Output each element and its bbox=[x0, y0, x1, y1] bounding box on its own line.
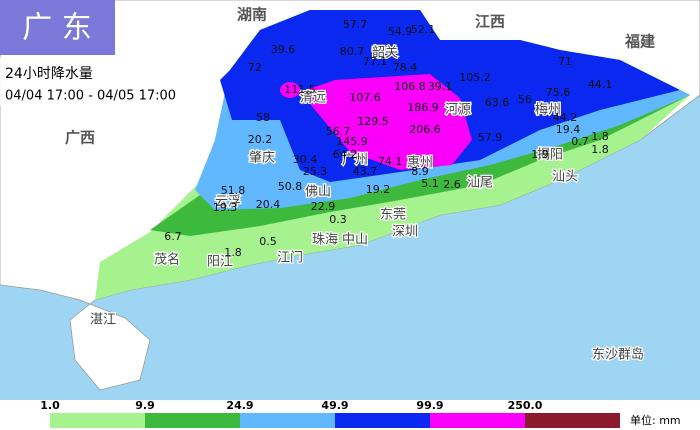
legend-unit: 单位: mm bbox=[630, 413, 681, 427]
station-value: 19.3 bbox=[213, 201, 238, 214]
station-value: 106.8 bbox=[394, 80, 426, 93]
station-value: 56.7 bbox=[326, 125, 351, 138]
subtitle: 24小时降水量 bbox=[5, 66, 93, 82]
station-value: 0.3 bbox=[329, 213, 347, 226]
station-value: 5.1 bbox=[421, 177, 439, 190]
station-value: 71 bbox=[558, 55, 572, 68]
station-value: 105.2 bbox=[459, 71, 491, 84]
station-value: 43.7 bbox=[353, 165, 378, 178]
station-value: 8.9 bbox=[411, 165, 429, 178]
station-value: 2.6 bbox=[443, 178, 461, 191]
station-value: 72 bbox=[248, 61, 262, 74]
station-value: 56 bbox=[518, 93, 532, 106]
station-value: 44.1 bbox=[588, 78, 613, 91]
city-label: 佛山 bbox=[305, 185, 331, 200]
station-value: 111.5 bbox=[284, 83, 316, 96]
station-value: 6.7 bbox=[164, 230, 182, 243]
station-value: 77.1 bbox=[363, 55, 388, 68]
city-label: 茂名 bbox=[154, 252, 180, 268]
city-label: 韶关 bbox=[372, 45, 398, 61]
province-label: 湖南 bbox=[237, 6, 267, 24]
city-label: 江门 bbox=[277, 251, 303, 266]
station-value: 57.9 bbox=[478, 131, 503, 144]
city-label: 东莞 bbox=[380, 208, 406, 223]
station-value: 25.3 bbox=[303, 165, 328, 178]
station-value: 39.1 bbox=[428, 80, 453, 93]
city-label: 汕尾 bbox=[467, 176, 493, 191]
legend-threshold: 49.9 bbox=[321, 399, 348, 412]
station-value: 75.6 bbox=[546, 86, 571, 99]
station-value: 186.9 bbox=[407, 101, 439, 114]
station-value: 19.4 bbox=[556, 123, 581, 136]
subtitle-box bbox=[0, 58, 135, 106]
city-label: 珠海 bbox=[312, 233, 338, 248]
station-value: 1.9 bbox=[531, 148, 549, 161]
station-value: 50.8 bbox=[278, 180, 303, 193]
city-label: 中山 bbox=[342, 233, 368, 248]
station-value: 22.9 bbox=[311, 200, 336, 213]
station-value: 0.7 bbox=[571, 135, 589, 148]
station-value: 74.1 bbox=[378, 155, 403, 168]
legend-threshold: 250.0 bbox=[508, 399, 543, 412]
station-value: 39.6 bbox=[271, 43, 296, 56]
station-value: 57.7 bbox=[343, 18, 368, 31]
city-label: 惠州 bbox=[407, 156, 433, 171]
station-value: 30.4 bbox=[293, 153, 318, 166]
legend-threshold: 99.9 bbox=[416, 399, 443, 412]
station-value: 1.8 bbox=[591, 130, 609, 143]
city-label: 汕头 bbox=[552, 170, 578, 185]
station-value: 54.9 bbox=[388, 25, 413, 38]
station-value: 20.4 bbox=[256, 198, 281, 211]
city-label: 广州 bbox=[342, 153, 368, 168]
city-label: 深圳 bbox=[392, 225, 418, 240]
legend-swatch bbox=[145, 413, 240, 428]
city-label: 清远 bbox=[300, 91, 326, 106]
legend-swatch bbox=[50, 413, 145, 428]
city-label: 肇庆 bbox=[249, 151, 275, 166]
legend-threshold: 9.9 bbox=[135, 399, 155, 412]
city-label: 河源 bbox=[445, 103, 471, 118]
legend-swatch bbox=[335, 413, 430, 428]
station-value: 44.2 bbox=[553, 111, 578, 124]
station-value: 20.2 bbox=[248, 133, 273, 146]
station-value: 58 bbox=[256, 111, 270, 124]
city-label: 湛江 bbox=[90, 313, 116, 328]
station-value: 107.6 bbox=[349, 91, 381, 104]
station-value: 129.5 bbox=[357, 115, 389, 128]
city-label: 梅州 bbox=[535, 103, 561, 118]
city-label: 云浮 bbox=[215, 195, 241, 210]
station-value: 78.4 bbox=[393, 61, 418, 74]
station-value: 1.8 bbox=[224, 246, 242, 259]
rain-spot bbox=[280, 82, 300, 98]
rain-band-magenta bbox=[300, 74, 472, 170]
province-label: 广西 bbox=[65, 129, 95, 147]
legend-swatch bbox=[525, 413, 620, 428]
legend-swatch bbox=[240, 413, 335, 428]
station-value: 0.5 bbox=[259, 235, 277, 248]
province-label: 福建 bbox=[624, 33, 656, 51]
title-box bbox=[0, 0, 115, 55]
legend-threshold: 24.9 bbox=[226, 399, 253, 412]
city-label: 阳江 bbox=[207, 255, 233, 270]
station-value: 80.7 bbox=[340, 45, 365, 58]
city-label: 揭阳 bbox=[537, 148, 563, 163]
legend-swatch bbox=[430, 413, 525, 428]
title: 广 东 bbox=[22, 11, 92, 46]
time-range: 04/04 17:00 - 04/05 17:00 bbox=[5, 89, 176, 104]
station-value: 206.6 bbox=[409, 123, 441, 136]
station-value: 64.2 bbox=[333, 148, 358, 161]
station-value: 19.2 bbox=[366, 183, 391, 196]
legend-threshold: 1.0 bbox=[40, 399, 60, 412]
station-value: 63.6 bbox=[485, 96, 510, 109]
station-value: 1.8 bbox=[591, 143, 609, 156]
province-label: 江西 bbox=[475, 13, 505, 31]
station-value: 52.1 bbox=[411, 23, 436, 36]
station-value: 145.9 bbox=[336, 135, 368, 148]
city-label: 东沙群岛 bbox=[592, 347, 644, 363]
station-value: 51.8 bbox=[221, 184, 246, 197]
